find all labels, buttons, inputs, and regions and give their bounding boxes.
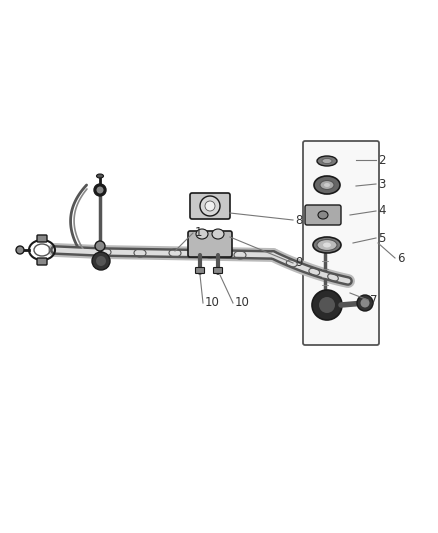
FancyBboxPatch shape	[303, 141, 379, 345]
Text: 10: 10	[235, 296, 250, 310]
Ellipse shape	[323, 243, 331, 247]
Text: 4: 4	[378, 205, 385, 217]
Ellipse shape	[314, 176, 340, 194]
FancyBboxPatch shape	[188, 231, 232, 257]
Circle shape	[357, 295, 373, 311]
FancyBboxPatch shape	[37, 235, 47, 242]
Circle shape	[96, 256, 106, 266]
FancyBboxPatch shape	[190, 193, 230, 219]
Circle shape	[96, 187, 103, 193]
FancyBboxPatch shape	[213, 268, 223, 273]
Circle shape	[92, 252, 110, 270]
Ellipse shape	[96, 174, 103, 178]
Circle shape	[200, 196, 220, 216]
Circle shape	[319, 297, 335, 313]
Circle shape	[95, 241, 105, 251]
Ellipse shape	[317, 156, 337, 166]
Circle shape	[205, 201, 215, 211]
Circle shape	[94, 184, 106, 196]
Ellipse shape	[212, 229, 224, 239]
Ellipse shape	[196, 229, 208, 239]
Ellipse shape	[324, 183, 330, 187]
Ellipse shape	[317, 239, 337, 251]
Ellipse shape	[318, 211, 328, 219]
Text: 5: 5	[378, 231, 385, 245]
Ellipse shape	[320, 181, 334, 190]
Text: 6: 6	[397, 252, 405, 264]
Circle shape	[312, 290, 342, 320]
FancyBboxPatch shape	[37, 258, 47, 265]
Circle shape	[16, 246, 24, 254]
Text: 9: 9	[295, 256, 303, 270]
Ellipse shape	[322, 158, 332, 164]
Circle shape	[360, 298, 370, 308]
Text: 8: 8	[295, 214, 302, 227]
Ellipse shape	[313, 237, 341, 253]
FancyBboxPatch shape	[305, 205, 341, 225]
Text: 10: 10	[205, 296, 220, 310]
FancyBboxPatch shape	[195, 268, 205, 273]
Text: 1: 1	[195, 227, 202, 239]
Text: 7: 7	[370, 294, 378, 306]
Text: 2: 2	[378, 154, 385, 166]
Text: 3: 3	[378, 177, 385, 190]
